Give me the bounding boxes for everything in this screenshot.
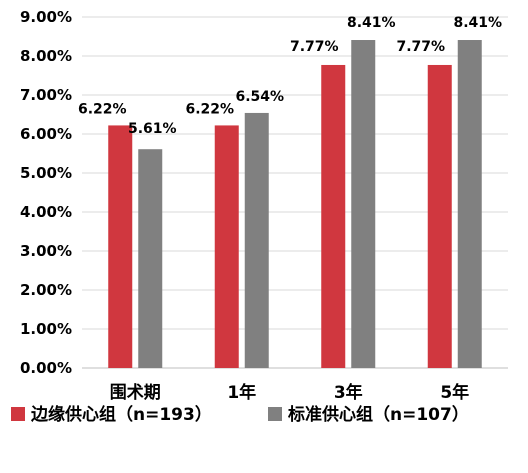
y-axis-tick-labels: 0.00% 1.00% 2.00% 3.00% 4.00% 5.00% 6.00% 7.00%… bbox=[20, 8, 72, 377]
legend-label-series-1: 边缘供心组（n=193） bbox=[30, 404, 212, 425]
data-label-series-2: 8.41% bbox=[347, 15, 396, 31]
bar-series-1-2 bbox=[214, 125, 239, 368]
y-tick-label: 0.00% bbox=[20, 359, 72, 377]
y-tick-label: 4.00% bbox=[20, 203, 72, 221]
data-label-series-1: 6.22% bbox=[78, 101, 127, 117]
data-labels: 6.22%5.61%6.22%6.54%7.77%8.41%7.77%8.41% bbox=[78, 15, 502, 137]
y-tick-label: 6.00% bbox=[20, 125, 72, 143]
data-label-series-2: 8.41% bbox=[453, 15, 502, 31]
bar-series-2-1 bbox=[138, 149, 163, 368]
legend: 边缘供心组（n=193） 标准供心组（n=107） bbox=[11, 404, 469, 425]
bar-series-2-2 bbox=[244, 112, 269, 368]
data-label-series-2: 6.54% bbox=[235, 89, 284, 105]
y-tick-label: 8.00% bbox=[20, 47, 72, 65]
legend-swatch-series-1 bbox=[11, 407, 25, 421]
x-tick-label: 3年 bbox=[334, 382, 363, 403]
y-tick-label: 1.00% bbox=[20, 320, 72, 338]
y-tick-label: 7.00% bbox=[20, 86, 72, 104]
y-tick-label: 3.00% bbox=[20, 242, 72, 260]
bar-series-1-1 bbox=[108, 125, 133, 368]
bar-series-2-4 bbox=[457, 40, 482, 368]
y-tick-label: 2.00% bbox=[20, 281, 72, 299]
x-tick-label: 围术期 bbox=[110, 382, 161, 403]
bar-series-2-3 bbox=[351, 40, 376, 368]
bars bbox=[108, 40, 482, 368]
x-tick-label: 1年 bbox=[227, 382, 256, 403]
y-tick-label: 5.00% bbox=[20, 164, 72, 182]
data-label-series-1: 6.22% bbox=[185, 101, 234, 117]
data-label-series-1: 7.77% bbox=[396, 39, 445, 55]
y-tick-label: 9.00% bbox=[20, 8, 72, 26]
data-label-series-1: 7.77% bbox=[290, 39, 339, 55]
bar-series-1-4 bbox=[427, 64, 452, 368]
legend-swatch-series-2 bbox=[268, 407, 282, 421]
bar-series-1-3 bbox=[321, 64, 346, 368]
x-axis-tick-labels: 围术期 1年 3年 5年 bbox=[110, 382, 469, 403]
data-label-series-2: 5.61% bbox=[128, 121, 177, 137]
x-tick-label: 5年 bbox=[440, 382, 469, 403]
legend-label-series-2: 标准供心组（n=107） bbox=[288, 404, 469, 425]
